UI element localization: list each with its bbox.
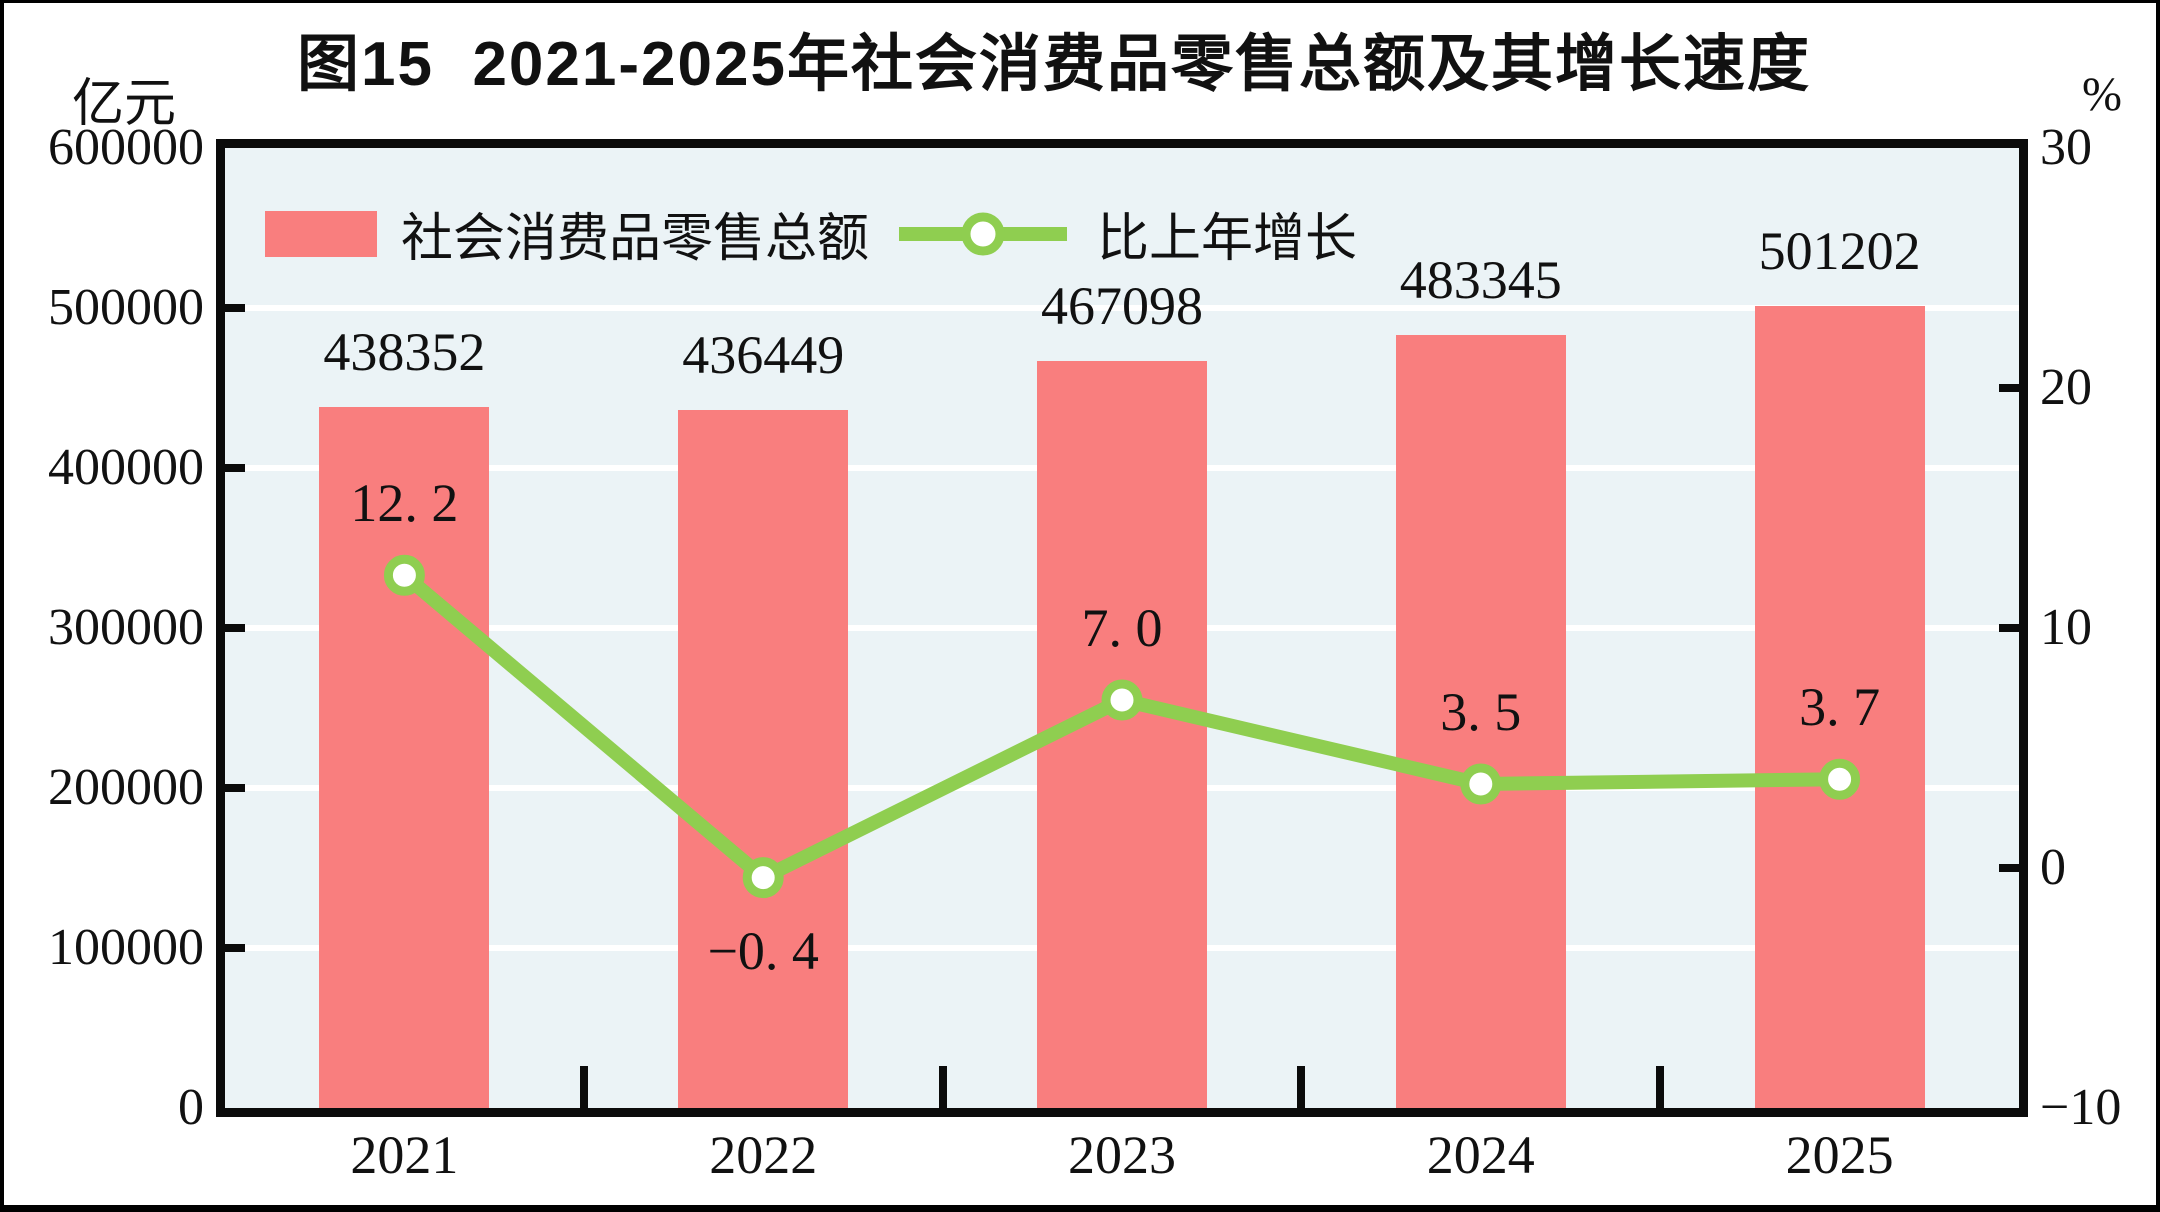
plot-area: 438352 436449 467098 483345 501202 12. 2 −0. … [216,139,2028,1117]
right-axis-tick-label: 20 [2040,359,2092,416]
line-marker [1101,679,1143,721]
right-axis-tick [1999,624,2019,632]
line-series [383,554,1861,899]
x-axis-category-label: 2023 [1068,1125,1176,1185]
left-axis-tick-label: 0 [178,1079,204,1136]
bar [1754,306,1925,1108]
x-axis-category-label: 2021 [350,1125,459,1185]
right-axis-tick [1999,384,2019,392]
right-axis-tick [1999,864,2019,872]
line-value-label: 3. 5 [1440,682,1522,742]
legend-bar-label: 社会消费品零售总额 [401,211,870,268]
line-value-label: 12. 2 [350,473,459,534]
x-axis-tick [938,1066,947,1108]
right-axis-tick-label: 10 [2040,599,2092,656]
left-axis-unit-label: 亿元 [72,76,177,133]
line-value-label: −0. 4 [707,920,819,981]
right-axis-tick-label: 0 [2040,839,2066,896]
bar [678,409,849,1108]
left-axis-tick-label: 600000 [48,119,204,176]
bar [319,406,490,1108]
left-axis-tick [225,944,245,952]
right-axis-unit-label: % [2082,68,2122,121]
bar-value-label: 501202 [1758,221,1921,282]
left-axis-tick-label: 400000 [48,439,204,496]
x-axis-tick [1297,1066,1306,1108]
x-axis-tick [1656,1066,1665,1108]
bar-value-label: 483345 [1399,249,1562,310]
legend-line-label: 比上年增长 [1097,211,1358,268]
right-axis-tick-label: 30 [2040,119,2092,176]
x-axis-category-label: 2025 [1785,1125,1894,1185]
gridline [225,305,2019,311]
line-marker [1819,758,1861,800]
x-axis-tick [579,1066,588,1108]
x-axis-category-label: 2024 [1426,1125,1535,1185]
legend-bar-swatch-icon [265,210,377,257]
left-axis-tick [225,624,245,632]
line-marker [1460,763,1502,805]
line-marker [383,554,425,596]
bar [1395,334,1566,1108]
legend: 社会消费品零售总额 比上年增长 [265,196,1357,271]
right-axis-tick-label: −10 [2040,1079,2122,1136]
legend-line-marker-icon [899,212,1068,255]
left-axis-tick-label: 100000 [48,919,204,976]
bar-value-label: 436449 [682,324,845,385]
left-axis-tick [225,784,245,792]
line-value-label: 7. 0 [1081,598,1163,658]
line-value-label: 3. 7 [1799,677,1881,738]
bar-value-label: 438352 [323,321,486,382]
plot-inner: 438352 436449 467098 483345 501202 12. 2 −0. … [225,148,2019,1108]
left-axis-tick [225,464,245,472]
bar-value-label: 467098 [1041,275,1203,336]
left-axis-tick-label: 500000 [48,279,204,336]
x-axis-category-label: 2022 [709,1125,818,1185]
left-axis-tick [225,304,245,312]
line-marker [742,857,784,899]
left-axis-tick-label: 300000 [48,599,204,656]
left-axis-tick-label: 200000 [48,759,204,816]
chart-title: 图15 2021-2025年社会消费品零售总额及其增长速度 [297,30,1811,99]
